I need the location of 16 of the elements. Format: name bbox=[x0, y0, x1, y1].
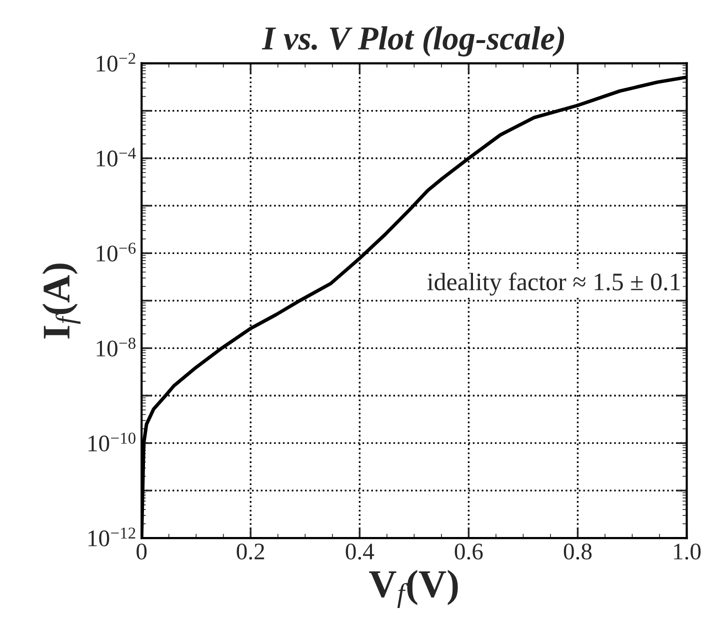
x-tick-label: 0.2 bbox=[236, 544, 264, 560]
y-tick-label: 10$^{−8}$ bbox=[96, 338, 136, 356]
y-tick-label: 10$^{−2}$ bbox=[96, 52, 136, 72]
y-tick-label: 10$^{−12}$ bbox=[88, 528, 136, 546]
x-tick-label: 0.6 bbox=[454, 544, 483, 560]
x-axis-title: V$_{f}$(V) bbox=[369, 570, 458, 608]
x-tick-label: 0.4 bbox=[346, 544, 374, 560]
y-tick-label: 10$^{−4}$ bbox=[96, 148, 136, 166]
chart-title: I vs. V Plot (log-scale) bbox=[262, 26, 564, 57]
y-tick-label: 10$^{−6}$ bbox=[96, 242, 136, 262]
annotation: ideality factor ≈ 1.5 ± 0.1 bbox=[427, 272, 680, 296]
x-tick-label: 1.0 bbox=[674, 544, 701, 560]
x-tick-label: 0 bbox=[136, 544, 147, 560]
x-tick-label: 0.8 bbox=[564, 544, 592, 560]
y-axis-title: I$_{f}$(A) bbox=[42, 264, 81, 338]
y-tick-label: 10$^{−10}$ bbox=[88, 432, 136, 452]
